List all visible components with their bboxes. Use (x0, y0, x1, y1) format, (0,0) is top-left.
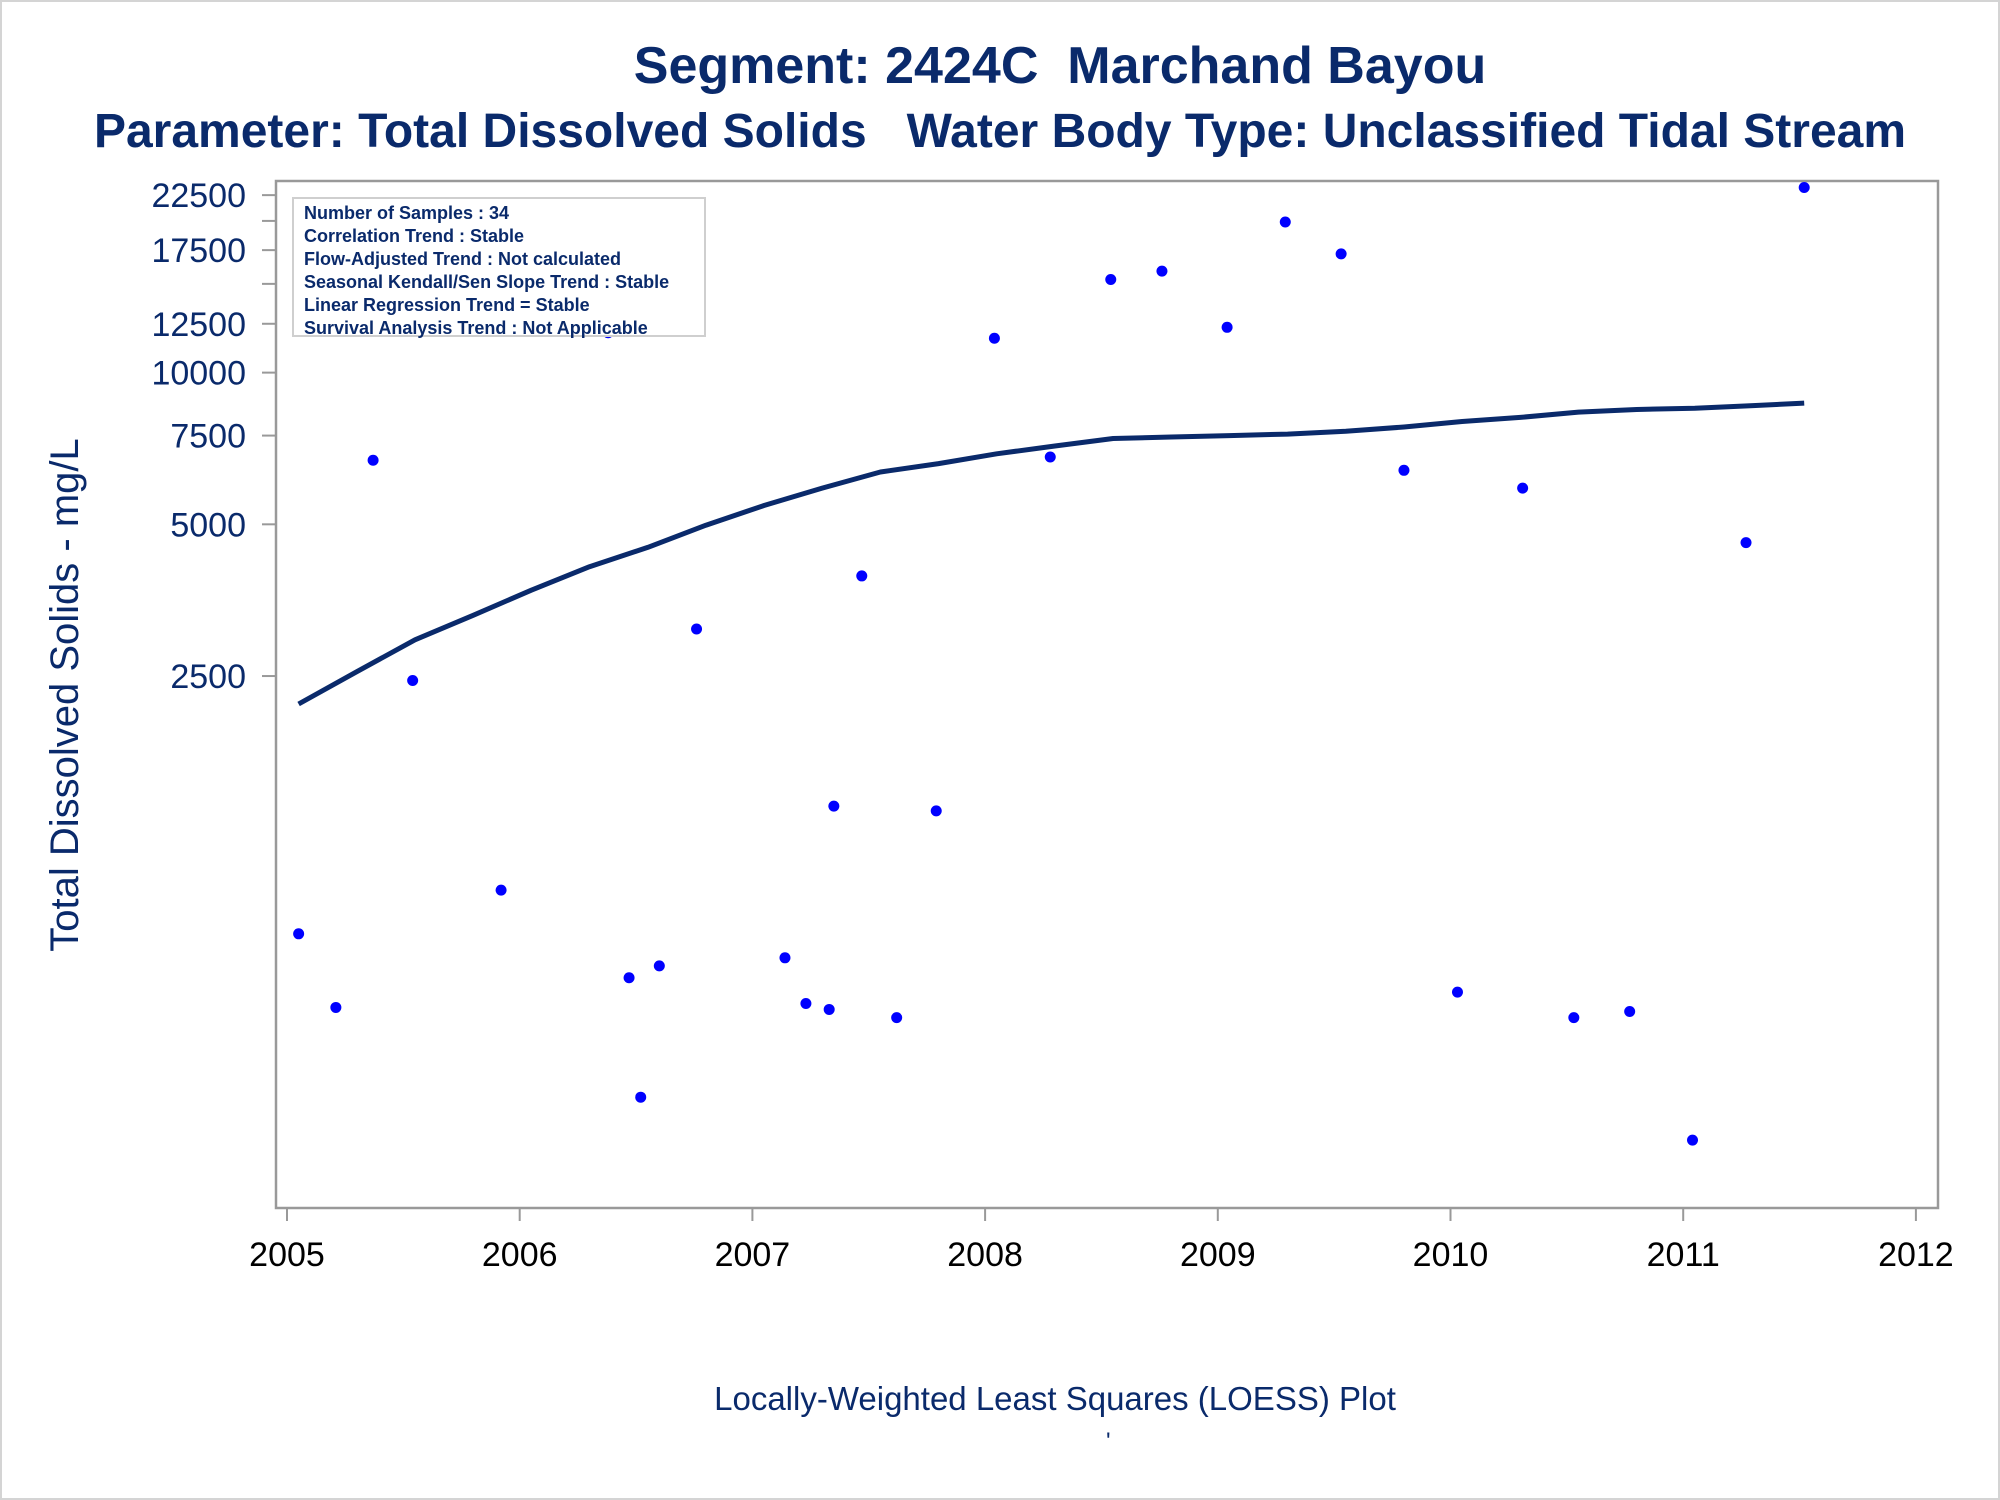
data-point (1105, 274, 1117, 286)
data-point (1687, 1134, 1699, 1146)
trend-info-box: Number of Samples : 34 Correlation Trend… (292, 197, 706, 338)
data-point (653, 960, 665, 972)
chart-title: Segment: 2424C Marchand Bayou (633, 37, 1487, 95)
x-tick-label: 2007 (715, 1236, 791, 1274)
x-tick-label: 2006 (482, 1236, 558, 1274)
data-point (779, 952, 791, 964)
data-point (1568, 1012, 1580, 1024)
data-point (828, 800, 840, 812)
data-point (1517, 482, 1529, 494)
x-tick-label: 2008 (947, 1236, 1023, 1274)
plot-frame (274, 179, 1940, 1210)
data-point (1044, 451, 1056, 463)
data-point (988, 332, 1000, 344)
y-tick-label: 2500 (170, 658, 246, 696)
data-point (407, 674, 419, 686)
data-point (1221, 321, 1233, 333)
y-tick-label: 10000 (151, 355, 246, 393)
info-line-flow-adjusted: Flow-Adjusted Trend : Not calculated (304, 249, 622, 269)
x-tick-label: 2010 (1413, 1236, 1489, 1274)
info-line-survival-analysis: Survival Analysis Trend : Not Applicable (304, 318, 648, 338)
data-point (1451, 986, 1463, 998)
x-tick-label: 2005 (249, 1236, 325, 1274)
chart-subtitle: Parameter: Total Dissolved Solids Water … (93, 105, 1907, 158)
info-line-linear-regression: Linear Regression Trend = Stable (304, 295, 590, 315)
data-point (1624, 1005, 1636, 1017)
data-point (1398, 464, 1410, 476)
y-tick-label: 22500 (151, 177, 246, 215)
y-tick-label: 5000 (170, 506, 246, 544)
data-point (635, 1091, 647, 1103)
data-point (930, 805, 942, 817)
data-point (1279, 216, 1291, 228)
x-tick-label: 2012 (1878, 1236, 1954, 1274)
data-point (691, 623, 703, 635)
data-point (495, 884, 507, 896)
x-tick-label: 2009 (1180, 1236, 1256, 1274)
y-tick-label: 12500 (151, 306, 246, 344)
data-point (856, 570, 868, 582)
y-tick-label: 17500 (151, 232, 246, 270)
data-point (1156, 265, 1168, 277)
data-point (293, 928, 305, 940)
y-tick-label: 7500 (170, 418, 246, 456)
data-point (1740, 537, 1752, 549)
info-line-samples: Number of Samples : 34 (304, 203, 510, 223)
info-line-correlation: Correlation Trend : Stable (304, 226, 525, 246)
x-tick-label: 2011 (1647, 1236, 1720, 1274)
data-point (891, 1012, 903, 1024)
stray-tick-mark: ' (1106, 1428, 1111, 1455)
loess-curve (297, 400, 1805, 707)
data-point (800, 998, 812, 1010)
data-point (367, 454, 379, 466)
y-axis-label: Total Dissolved Solids - mg/L (43, 438, 87, 952)
data-point (1335, 248, 1347, 260)
plot-caption: Locally-Weighted Least Squares (LOESS) P… (714, 1380, 1396, 1417)
data-point (1798, 181, 1810, 193)
info-line-seasonal-kendall: Seasonal Kendall/Sen Slope Trend : Stabl… (304, 272, 670, 292)
data-point (823, 1003, 835, 1015)
data-point (623, 972, 635, 984)
data-point (330, 1001, 342, 1013)
